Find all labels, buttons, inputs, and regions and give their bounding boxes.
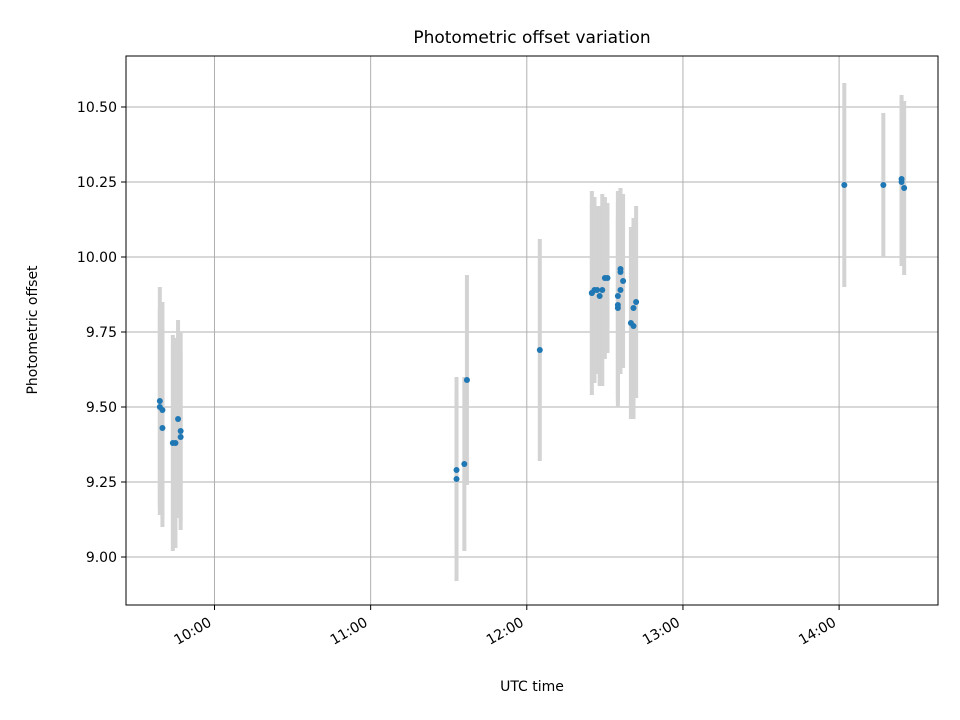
data-point bbox=[880, 182, 887, 188]
data-point bbox=[594, 287, 601, 293]
data-point bbox=[175, 416, 182, 422]
y-tick-label: 10.50 bbox=[77, 100, 117, 116]
y-tick-label: 9.75 bbox=[86, 325, 117, 341]
y-axis-label: Photometric offset bbox=[25, 265, 41, 395]
data-point bbox=[614, 302, 621, 308]
data-point bbox=[156, 398, 163, 404]
data-point bbox=[453, 476, 460, 482]
data-point bbox=[630, 305, 637, 311]
chart-title: Photometric offset variation bbox=[413, 28, 650, 48]
data-point bbox=[159, 425, 166, 431]
data-point bbox=[617, 287, 624, 293]
data-point bbox=[630, 323, 637, 329]
y-tick-label: 10.00 bbox=[77, 250, 117, 266]
data-point bbox=[177, 428, 184, 434]
data-point bbox=[604, 275, 611, 281]
data-point bbox=[617, 269, 624, 275]
data-point bbox=[898, 179, 905, 185]
grid-lines bbox=[126, 56, 938, 605]
data-point bbox=[461, 461, 468, 467]
data-point bbox=[159, 407, 166, 413]
data-point bbox=[596, 293, 603, 299]
y-tick-label: 10.25 bbox=[77, 175, 117, 191]
y-tick-label: 9.00 bbox=[86, 550, 117, 566]
data-point bbox=[633, 299, 640, 305]
data-point bbox=[536, 347, 543, 353]
data-point bbox=[177, 434, 184, 440]
y-axis-ticks: 9.00 9.25 9.50 9.75 10.00 10.25 10.50 bbox=[77, 100, 126, 566]
data-point bbox=[172, 440, 179, 446]
data-point bbox=[620, 278, 627, 284]
x-axis-label: UTC time bbox=[500, 679, 564, 695]
y-tick-label: 9.25 bbox=[86, 475, 117, 491]
y-tick-label: 9.50 bbox=[86, 400, 117, 416]
data-point bbox=[614, 293, 621, 299]
data-points bbox=[156, 176, 908, 482]
plot-frame bbox=[125, 55, 939, 606]
data-point bbox=[599, 287, 606, 293]
data-point bbox=[453, 467, 460, 473]
data-point bbox=[901, 185, 908, 191]
data-point bbox=[463, 377, 470, 383]
data-point bbox=[841, 182, 848, 188]
